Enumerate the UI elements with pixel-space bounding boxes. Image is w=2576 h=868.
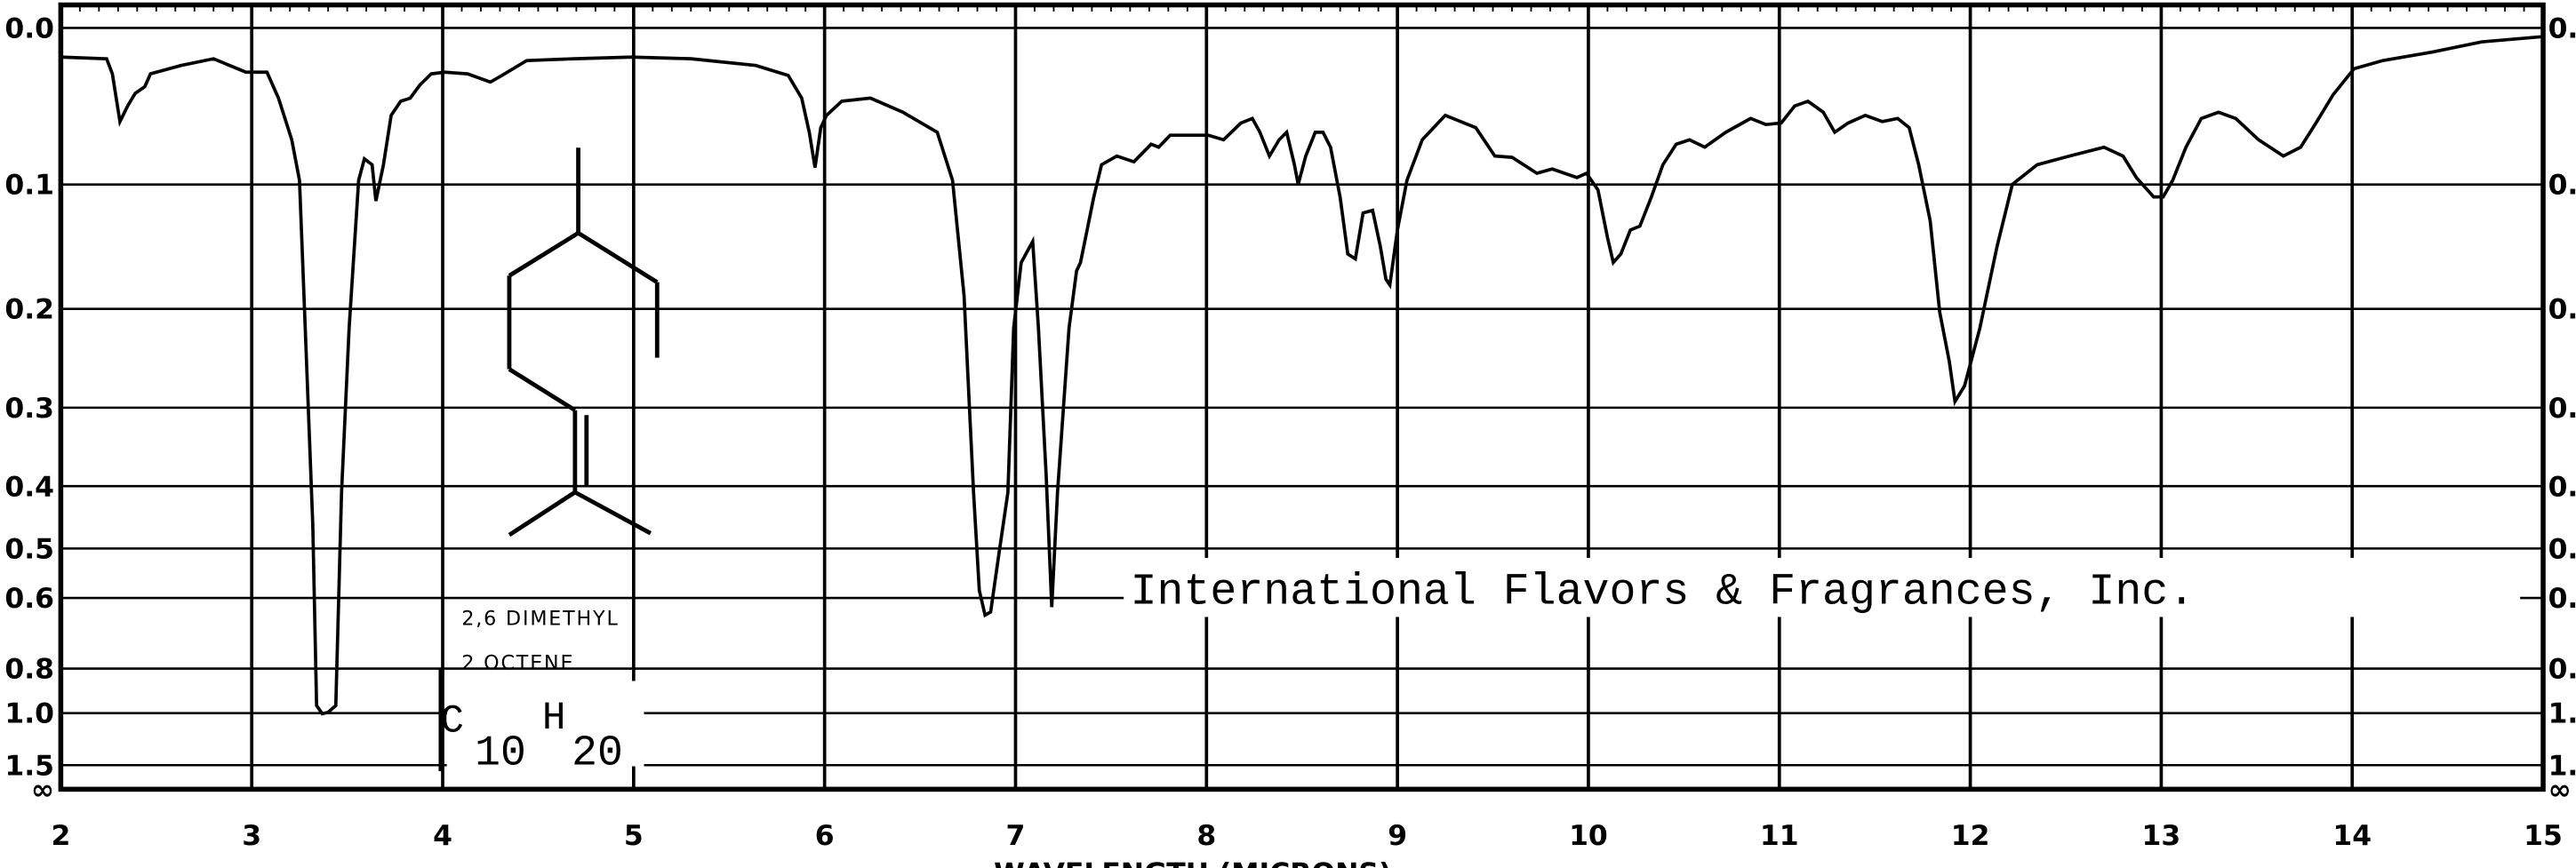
formula-h-subscript: 20 xyxy=(572,730,623,778)
y-tick-label: 0.4 xyxy=(4,471,54,503)
y-tick-label: 0.3 xyxy=(4,393,54,425)
grid xyxy=(58,2,2546,792)
compound-name-line2: 2 OCTENE xyxy=(461,652,574,675)
molecule-structure xyxy=(507,147,660,538)
y-tick-label-right: 0.6 xyxy=(2548,583,2576,615)
y-tick-label: 0.0 xyxy=(4,12,54,44)
x-tick-label: 12 xyxy=(1951,820,1990,852)
watermark-background xyxy=(1124,557,2521,617)
formula-background xyxy=(446,681,644,767)
y-tick-label: 0.5 xyxy=(4,533,54,565)
y-tick-label: 0.6 xyxy=(4,583,54,615)
x-tick-label: 7 xyxy=(1006,820,1026,852)
y-tick-label-right: 0.2 xyxy=(2548,294,2576,326)
x-tick-label: 5 xyxy=(624,820,644,852)
y-tick-label-right: 0.4 xyxy=(2548,471,2576,503)
y-tick-label-right: 1.5 xyxy=(2548,750,2576,782)
x-axis-title: WAVELENGTH (MICRONS) xyxy=(994,858,1391,868)
formula-c: C xyxy=(440,700,464,745)
x-tick-label: 6 xyxy=(815,820,835,852)
y-tick-label: 1.0 xyxy=(4,698,54,730)
y-tick-label-right: 0.8 xyxy=(2548,654,2576,686)
y-tick-labels: 0.0 0.0 0.1 0.1 0.2 0.2 0.3 0.3 0.4 0.4 0.5 0.5 0.6 0… xyxy=(4,12,2576,806)
y-tick-label-right: ∞ xyxy=(2548,774,2572,806)
x-tick-label: 8 xyxy=(1196,820,1216,852)
y-tick-label: ∞ xyxy=(31,774,54,806)
watermark-text: International Flavors & Fragrances, Inc. xyxy=(1131,567,2196,617)
y-tick-label-right: 0.3 xyxy=(2548,393,2576,425)
x-tick-label: 9 xyxy=(1388,820,1407,852)
y-tick-label: 0.2 xyxy=(4,294,54,326)
x-tick-label: 11 xyxy=(1760,820,1799,852)
compound-name-line1: 2,6 DIMETHYL xyxy=(461,608,619,631)
y-tick-label-right: 0.5 xyxy=(2548,533,2576,565)
y-tick-label: 0.8 xyxy=(4,654,54,686)
y-tick-label-right: 0.0 xyxy=(2548,12,2576,44)
y-tick-label: 1.5 xyxy=(4,750,54,782)
x-tick-label: 10 xyxy=(1569,820,1608,852)
x-tick-label: 15 xyxy=(2524,820,2563,852)
formula-c-subscript: 10 xyxy=(475,730,526,778)
x-tick-labels: 2 3 4 5 6 7 8 9 10 11 12 13 14 15 xyxy=(51,820,2562,852)
y-tick-label: 0.1 xyxy=(4,170,54,202)
x-tick-label: 3 xyxy=(242,820,261,852)
y-tick-label-right: 0.1 xyxy=(2548,170,2576,202)
x-tick-label: 13 xyxy=(2142,820,2181,852)
spectrum-line xyxy=(60,35,2544,716)
plot-frame xyxy=(58,2,2546,792)
x-tick-label: 4 xyxy=(433,820,452,852)
x-tick-label: 2 xyxy=(51,820,70,852)
x-tick-label: 14 xyxy=(2332,820,2372,852)
formula-h: H xyxy=(542,697,566,741)
y-tick-label-right: 1.0 xyxy=(2548,698,2576,730)
